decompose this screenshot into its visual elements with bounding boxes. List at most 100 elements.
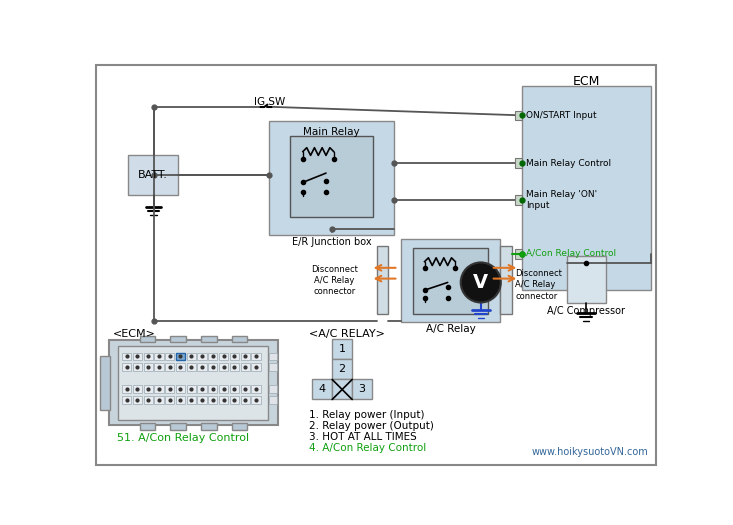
Bar <box>240 352 250 360</box>
Bar <box>176 385 185 393</box>
Bar <box>269 396 277 404</box>
Text: Main Relay: Main Relay <box>303 127 360 137</box>
Text: 1: 1 <box>339 344 346 354</box>
Bar <box>229 352 239 360</box>
Bar <box>122 363 131 371</box>
Bar <box>208 396 218 404</box>
Text: ECM: ECM <box>572 75 600 88</box>
Text: A/C Relay: A/C Relay <box>426 324 476 334</box>
Bar <box>100 355 111 410</box>
Bar <box>202 423 217 429</box>
Bar <box>332 360 352 380</box>
Bar <box>269 385 277 393</box>
Text: 51. A/Con Relay Control: 51. A/Con Relay Control <box>117 433 248 443</box>
Bar <box>187 363 196 371</box>
Text: Disconnect
A/C Relay
connector: Disconnect A/C Relay connector <box>311 265 358 296</box>
Bar <box>197 363 207 371</box>
Bar <box>176 352 185 360</box>
Bar <box>229 363 239 371</box>
Bar <box>269 121 394 235</box>
Bar <box>128 155 178 195</box>
Bar <box>251 385 260 393</box>
Bar <box>229 396 239 404</box>
Bar <box>500 246 512 314</box>
Bar <box>515 159 522 167</box>
Bar <box>133 396 142 404</box>
Text: Disconnect
A/C Relay
connector: Disconnect A/C Relay connector <box>515 269 562 300</box>
Bar <box>171 335 186 342</box>
Bar <box>352 380 372 400</box>
Bar <box>187 385 196 393</box>
Bar <box>122 352 131 360</box>
Bar <box>165 352 174 360</box>
Text: 3: 3 <box>358 384 366 394</box>
Bar <box>402 238 500 322</box>
Text: BATT.: BATT. <box>139 171 168 181</box>
Bar <box>240 396 250 404</box>
Text: 4: 4 <box>319 384 325 394</box>
Bar <box>312 380 332 400</box>
Text: Main Relay Control: Main Relay Control <box>526 159 611 167</box>
Bar <box>122 396 131 404</box>
Bar <box>269 363 277 371</box>
Bar <box>232 335 248 342</box>
Bar <box>144 363 152 371</box>
Bar <box>515 249 522 259</box>
Bar <box>176 396 185 404</box>
Bar <box>240 363 250 371</box>
Bar <box>109 340 279 425</box>
Bar <box>332 380 352 400</box>
Bar <box>219 385 228 393</box>
Text: <ECM>: <ECM> <box>113 329 155 339</box>
Bar <box>219 396 228 404</box>
Text: www.hoikysuotoVN.com: www.hoikysuotoVN.com <box>531 447 648 457</box>
Bar <box>515 111 522 120</box>
Bar <box>208 363 218 371</box>
Bar <box>165 363 174 371</box>
Bar <box>229 385 239 393</box>
Bar <box>154 363 163 371</box>
Bar <box>269 352 277 360</box>
Bar <box>240 385 250 393</box>
Bar <box>251 352 260 360</box>
Bar <box>197 385 207 393</box>
Bar <box>165 396 174 404</box>
Bar <box>144 352 152 360</box>
Bar <box>413 248 488 314</box>
Bar <box>140 423 155 429</box>
Text: 4. A/Con Relay Control: 4. A/Con Relay Control <box>309 443 427 453</box>
Text: 1. Relay power (Input): 1. Relay power (Input) <box>309 410 424 421</box>
Bar <box>219 363 228 371</box>
Text: A/Con Relay Control: A/Con Relay Control <box>526 249 616 258</box>
Bar <box>202 335 217 342</box>
Bar <box>154 352 163 360</box>
Bar <box>133 352 142 360</box>
Bar <box>515 195 522 205</box>
Bar <box>187 352 196 360</box>
Text: V: V <box>474 273 488 292</box>
Text: 2. Relay power (Output): 2. Relay power (Output) <box>309 421 434 431</box>
Bar <box>165 385 174 393</box>
Text: 3. HOT AT ALL TIMES: 3. HOT AT ALL TIMES <box>309 432 417 442</box>
Bar <box>251 363 260 371</box>
Text: E/R Junction box: E/R Junction box <box>292 237 371 247</box>
Bar <box>176 352 185 360</box>
Text: Main Relay 'ON'
Input: Main Relay 'ON' Input <box>526 190 597 210</box>
Bar <box>232 423 248 429</box>
Bar <box>122 385 131 393</box>
Bar <box>144 385 152 393</box>
Bar <box>133 363 142 371</box>
Text: <A/C RELAY>: <A/C RELAY> <box>309 329 385 339</box>
Bar <box>208 352 218 360</box>
Bar <box>251 396 260 404</box>
Bar <box>332 340 352 360</box>
Circle shape <box>461 262 501 302</box>
Bar <box>171 423 186 429</box>
Bar <box>522 86 651 290</box>
Bar <box>140 335 155 342</box>
Bar <box>118 346 268 419</box>
Bar <box>154 385 163 393</box>
Text: A/C Compressor: A/C Compressor <box>548 306 625 317</box>
Bar <box>154 396 163 404</box>
Bar <box>208 385 218 393</box>
